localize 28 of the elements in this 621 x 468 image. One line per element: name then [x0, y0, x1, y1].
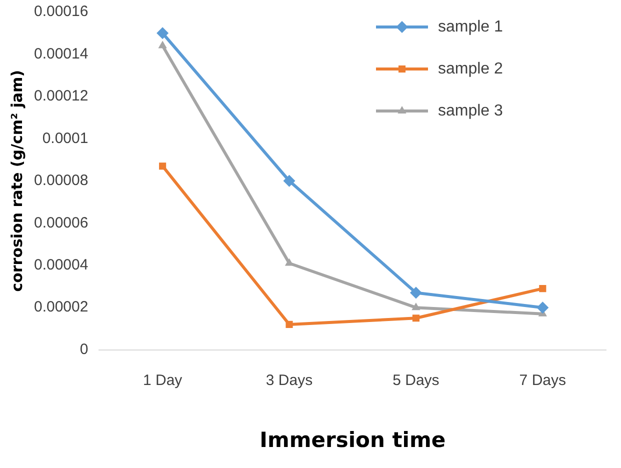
x-axis-title: Immersion time — [260, 428, 446, 452]
point — [158, 40, 167, 48]
y-tick-label: 0.0001 — [42, 130, 88, 147]
y-tick-label: 0.00008 — [34, 172, 88, 190]
point — [412, 314, 420, 322]
point — [283, 174, 296, 187]
x-tick-label: 1 Day — [142, 372, 183, 389]
point — [539, 285, 546, 292]
x-tick-label: 5 Days — [392, 372, 440, 389]
y-tick-label: 0 — [80, 340, 88, 358]
point — [410, 286, 422, 299]
point — [159, 162, 166, 170]
legend-label: sample 2 — [438, 60, 504, 78]
x-tick-label: 7 Days — [519, 372, 566, 389]
y-tick-label: 0.00014 — [34, 45, 88, 62]
point — [536, 302, 549, 314]
legend-label: sample 1 — [438, 18, 504, 36]
point — [286, 320, 293, 328]
y-tick-label: 0.00002 — [34, 298, 88, 316]
point — [412, 302, 420, 310]
point — [156, 27, 169, 40]
y-tick-label: 0.00004 — [34, 256, 88, 274]
y-tick-label: 0.00012 — [34, 88, 88, 105]
y-tick-label: 0.00016 — [34, 3, 88, 20]
x-tick-label: 3 Days — [266, 372, 313, 389]
y-tick-label: 0.00006 — [34, 214, 88, 232]
y-axis-title: corrosion rate (g/cm² jam) — [8, 70, 26, 292]
legend-label: sample 3 — [438, 102, 504, 120]
